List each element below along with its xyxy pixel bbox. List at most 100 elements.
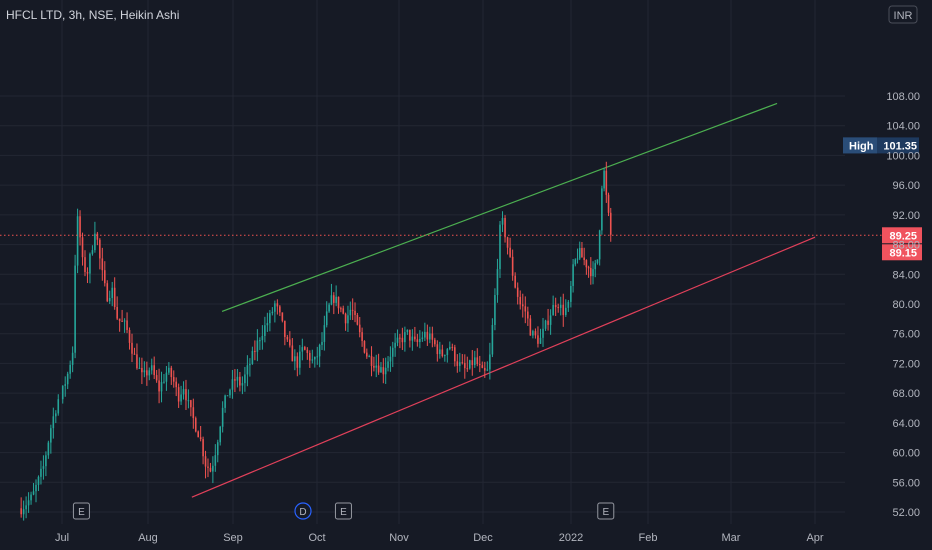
candle <box>81 232 84 266</box>
candle <box>271 307 274 316</box>
candle <box>165 366 168 391</box>
candle <box>212 456 214 484</box>
candle <box>71 346 74 373</box>
candle <box>516 282 519 305</box>
candle <box>596 259 599 265</box>
candle <box>576 248 579 264</box>
candle <box>47 440 50 459</box>
candle <box>468 359 471 370</box>
candle <box>251 346 254 365</box>
candle <box>441 344 444 358</box>
candle <box>478 355 481 373</box>
candle <box>22 500 25 521</box>
candle <box>509 237 511 258</box>
second-price-value: 89.15 <box>889 247 917 259</box>
earnings-marker[interactable]: E <box>72 502 90 520</box>
chart-title: HFCL LTD, 3h, NSE, Heikin Ashi <box>6 8 179 22</box>
candle <box>106 280 109 303</box>
candle <box>537 326 539 348</box>
candle <box>583 247 585 266</box>
candle <box>461 354 464 365</box>
event-label: E <box>340 507 347 518</box>
candle <box>79 210 81 246</box>
candle <box>325 301 328 328</box>
candle <box>454 344 456 367</box>
candle <box>69 360 71 379</box>
candles <box>20 161 612 521</box>
candle <box>116 296 118 321</box>
candle <box>266 312 269 332</box>
candle <box>30 491 32 505</box>
candle <box>150 358 153 375</box>
candle <box>91 245 94 256</box>
candle <box>57 394 60 416</box>
candle <box>138 357 141 369</box>
candle <box>389 346 392 372</box>
candle <box>384 357 387 384</box>
candle <box>429 326 431 344</box>
event-label: D <box>299 507 306 518</box>
candle <box>605 161 608 203</box>
candle <box>168 362 170 375</box>
candle <box>74 254 76 359</box>
candle <box>406 329 409 335</box>
candle <box>219 425 222 446</box>
candle <box>187 389 190 409</box>
candle <box>316 346 319 365</box>
y-tick-label: 76.00 <box>892 329 920 341</box>
candle <box>347 305 349 332</box>
support-trendline[interactable] <box>191 236 816 498</box>
candle <box>337 296 340 314</box>
dividend-marker[interactable]: D <box>294 502 312 520</box>
candle <box>299 345 301 375</box>
candle <box>163 374 165 384</box>
candle <box>301 338 304 361</box>
candle <box>190 399 192 417</box>
candle <box>244 366 246 392</box>
candle <box>306 347 309 360</box>
candle <box>471 350 474 376</box>
candle <box>118 318 121 332</box>
candle <box>207 458 209 478</box>
candle <box>64 376 67 397</box>
y-tick-label: 108.00 <box>886 91 920 103</box>
candle <box>335 285 337 307</box>
candle <box>391 341 394 368</box>
resistance-trendline[interactable] <box>221 102 778 312</box>
candle <box>296 352 299 377</box>
candle <box>37 475 40 492</box>
high-label: High <box>849 140 874 152</box>
candle <box>89 252 91 284</box>
candle <box>349 301 352 320</box>
candle <box>431 326 434 348</box>
candle <box>434 337 436 347</box>
candle <box>86 267 89 284</box>
candle <box>534 328 537 339</box>
candle <box>216 439 219 463</box>
candle <box>133 347 136 355</box>
candle <box>192 398 195 429</box>
candle <box>175 377 177 397</box>
candle <box>294 349 296 371</box>
high-value: 101.35 <box>883 140 917 152</box>
candle <box>382 358 385 384</box>
candle <box>148 367 151 381</box>
y-tick-label: 52.00 <box>892 507 920 519</box>
candle <box>598 229 601 266</box>
currency-badge[interactable]: INR <box>888 5 918 24</box>
y-tick-label: 104.00 <box>886 121 920 133</box>
candle <box>539 328 542 344</box>
candle <box>123 318 126 333</box>
candle <box>94 221 96 253</box>
candle <box>318 343 321 368</box>
y-tick-label: 60.00 <box>892 448 920 460</box>
earnings-marker[interactable]: E <box>334 502 352 520</box>
candle <box>340 306 342 313</box>
candle <box>373 356 375 372</box>
earnings-marker[interactable]: E <box>597 502 615 520</box>
candle <box>354 302 356 323</box>
y-tick-label: 64.00 <box>892 418 920 430</box>
candle <box>396 329 399 347</box>
candle <box>456 354 459 373</box>
